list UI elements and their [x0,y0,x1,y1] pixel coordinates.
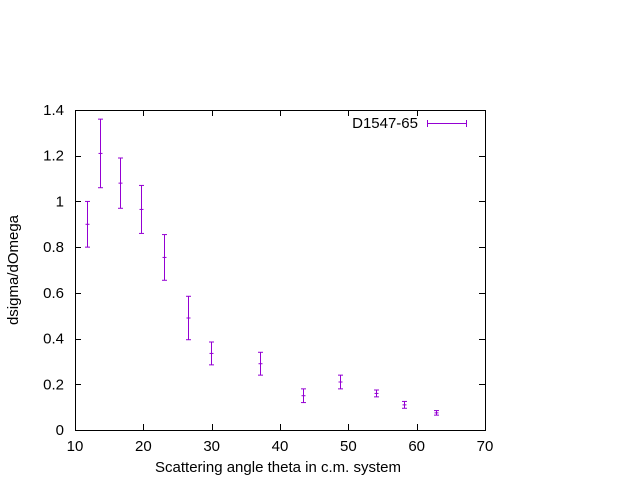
data-point [434,410,439,416]
x-tick-label: 50 [340,438,357,455]
y-tick-label: 0 [56,422,64,439]
x-tick-label: 20 [135,438,152,455]
y-tick-label: 1.2 [43,148,64,165]
y-tick-label: 0.8 [43,239,64,256]
legend: D1547-65 [352,115,467,132]
y-axis-label: dsigma/dOmega [5,214,22,325]
data-point [98,118,103,189]
tick-labels: 10 20 30 40 50 60 70 0 0.2 0.4 0.6 0.8 1 1.2 1.4 [43,102,493,455]
data-point [139,184,144,234]
x-axis-label: Scattering angle theta in c.m. system [155,459,401,476]
y-tick-label: 1 [56,193,64,210]
x-tick-label: 40 [272,438,289,455]
legend-label: D1547-65 [352,115,418,132]
data-point [301,388,306,404]
data-point [338,374,343,390]
data-point [118,157,123,209]
y-tick-label: 1.4 [43,102,64,119]
legend-sample [427,120,467,127]
data-point [258,351,263,376]
x-tick-label: 70 [477,438,494,455]
data-point [186,295,191,341]
data-point [162,234,167,281]
data-series [85,118,439,416]
x-tick-label: 10 [67,438,84,455]
y-tick-label: 0.6 [43,285,64,302]
x-tick-label: 30 [203,438,220,455]
data-point [209,341,214,366]
y-tick-label: 0.4 [43,331,64,348]
plot-frame [75,110,486,431]
y-tick-label: 0.2 [43,376,64,393]
x-tick-label: 60 [408,438,425,455]
data-point [374,389,379,398]
ticks [75,110,486,431]
data-point [402,400,407,409]
data-point [85,200,90,248]
